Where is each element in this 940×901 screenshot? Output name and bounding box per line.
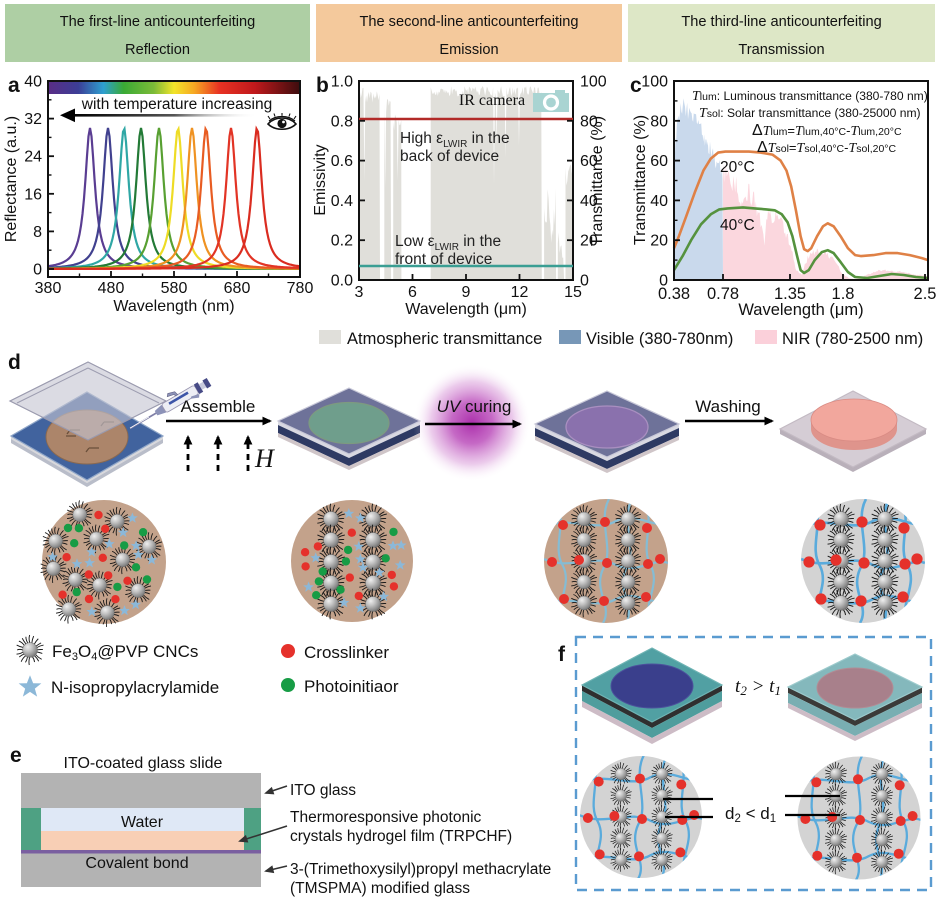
svg-text:UV curing: UV curing — [437, 397, 512, 416]
svg-text:60: 60 — [650, 153, 668, 170]
svg-text:Water: Water — [121, 814, 164, 831]
svg-text:24: 24 — [24, 149, 42, 166]
svg-text:40: 40 — [580, 193, 598, 210]
svg-text:0.78: 0.78 — [707, 285, 739, 303]
svg-text:40: 40 — [24, 74, 42, 91]
svg-text:1.0: 1.0 — [331, 74, 353, 91]
svg-text:32: 32 — [24, 111, 42, 128]
svg-text:3: 3 — [355, 284, 364, 301]
svg-text:6: 6 — [408, 284, 417, 301]
svg-text:Thermoresponsive photonic: Thermoresponsive photonic — [290, 809, 482, 826]
svg-text:3-(Trimethoxysilyl)propyl meth: 3-(Trimethoxysilyl)propyl methacrylate — [290, 861, 551, 878]
svg-text:Reflection: Reflection — [125, 42, 190, 58]
svg-text:Fe3O4@PVP CNCs: Fe3O4@PVP CNCs — [52, 642, 198, 663]
svg-text:80: 80 — [650, 113, 668, 130]
svg-text:Tsol: Solar transmittance (380: Tsol: Solar transmittance (380-25000 nm) — [699, 106, 921, 121]
svg-text:9: 9 — [462, 284, 471, 301]
svg-text:Emissivity: Emissivity — [312, 144, 329, 215]
svg-text:Low εLWIR in the: Low εLWIR in the — [395, 233, 501, 253]
svg-text:20: 20 — [650, 233, 668, 250]
svg-text:ITO glass: ITO glass — [290, 782, 356, 799]
svg-text:380: 380 — [35, 280, 62, 297]
svg-text:Wavelength (μm): Wavelength (μm) — [738, 301, 863, 319]
svg-text:NIR (780-2500 nm): NIR (780-2500 nm) — [782, 330, 923, 348]
svg-text:16: 16 — [24, 186, 42, 203]
svg-text:The third-line anticounterfeit: The third-line anticounterfeiting — [681, 14, 881, 30]
svg-text:Wavelength (nm): Wavelength (nm) — [113, 298, 234, 315]
svg-text:20: 20 — [580, 233, 598, 250]
svg-text:front of device: front of device — [395, 251, 492, 268]
svg-text:Reflectance (a.u.): Reflectance (a.u.) — [3, 116, 20, 242]
svg-text:100: 100 — [580, 74, 607, 91]
svg-text:e: e — [10, 744, 22, 767]
svg-text:8: 8 — [33, 224, 42, 241]
svg-text:back of device: back of device — [400, 148, 499, 165]
svg-text:IR camera: IR camera — [459, 92, 525, 109]
svg-text:0.0: 0.0 — [331, 273, 353, 290]
svg-text:15: 15 — [564, 284, 582, 301]
svg-text:Transmittance (%): Transmittance (%) — [632, 115, 649, 245]
svg-text:Transmittance (%): Transmittance (%) — [589, 116, 606, 246]
svg-text:N-isopropylacrylamide: N-isopropylacrylamide — [51, 678, 219, 697]
svg-text:0: 0 — [659, 273, 668, 290]
svg-text:Covalent bond: Covalent bond — [85, 855, 188, 872]
svg-text:f: f — [558, 643, 566, 666]
svg-text:t2 > t1: t2 > t1 — [735, 676, 781, 698]
svg-text:Atmospheric transmittance: Atmospheric transmittance — [347, 330, 542, 348]
svg-text:1.8: 1.8 — [832, 285, 855, 303]
svg-text:12: 12 — [511, 284, 529, 301]
svg-text:ΔTsol=Tsol,40°C-Tsol,20°C: ΔTsol=Tsol,40°C-Tsol,20°C — [757, 139, 896, 156]
svg-text:0.6: 0.6 — [331, 153, 353, 170]
svg-text:b: b — [316, 74, 329, 97]
svg-text:ITO-coated glass slide: ITO-coated glass slide — [64, 755, 223, 772]
svg-text:The first-line anticounterfeit: The first-line anticounterfeiting — [60, 14, 256, 30]
svg-text:Washing: Washing — [695, 397, 761, 416]
svg-text:Tlum: Luminous transmittance (: Tlum: Luminous transmittance (380-780 nm… — [692, 89, 928, 104]
svg-text:Emission: Emission — [439, 42, 498, 58]
svg-text:40: 40 — [650, 193, 668, 210]
svg-text:d: d — [8, 351, 21, 374]
svg-text:H: H — [254, 444, 275, 473]
svg-text:High εLWIR in the: High εLWIR in the — [400, 130, 510, 150]
svg-text:Transmission: Transmission — [738, 42, 824, 58]
svg-text:Visible (380-780nm): Visible (380-780nm) — [586, 330, 733, 348]
svg-text:20°C: 20°C — [720, 159, 755, 176]
svg-text:Assemble: Assemble — [181, 397, 256, 416]
svg-text:Crosslinker: Crosslinker — [304, 643, 389, 662]
svg-text:Wavelength (μm): Wavelength (μm) — [405, 301, 527, 318]
svg-text:d2 < d1: d2 < d1 — [725, 804, 776, 825]
svg-text:80: 80 — [580, 113, 598, 130]
svg-text:2.5: 2.5 — [914, 285, 937, 303]
svg-text:Photoinitiaor: Photoinitiaor — [304, 677, 399, 696]
svg-text:with temperature increasing: with temperature increasing — [81, 96, 272, 113]
svg-text:The second-line anticounterfei: The second-line anticounterfeiting — [359, 14, 578, 30]
svg-text:480: 480 — [98, 280, 125, 297]
svg-text:0.4: 0.4 — [331, 193, 353, 210]
svg-text:(TMSPMA) modified glass: (TMSPMA) modified glass — [290, 880, 470, 897]
svg-text:580: 580 — [161, 280, 188, 297]
svg-text:c: c — [630, 74, 642, 97]
svg-text:0.2: 0.2 — [331, 233, 353, 250]
svg-text:1.35: 1.35 — [774, 285, 806, 303]
svg-text:100: 100 — [641, 74, 668, 91]
svg-text:680: 680 — [224, 280, 251, 297]
svg-text:ΔTlum=Tlum,40°C-Tlum,20°C: ΔTlum=Tlum,40°C-Tlum,20°C — [752, 122, 902, 139]
svg-text:crystals hydrogel film (TRPCHF: crystals hydrogel film (TRPCHF) — [290, 828, 512, 845]
svg-text:0.38: 0.38 — [658, 285, 690, 303]
svg-text:a: a — [8, 74, 20, 97]
svg-text:0: 0 — [33, 262, 42, 279]
svg-text:0: 0 — [580, 273, 589, 290]
svg-text:780: 780 — [287, 280, 314, 297]
svg-text:60: 60 — [580, 153, 598, 170]
svg-text:40°C: 40°C — [720, 217, 755, 234]
svg-text:0.8: 0.8 — [331, 113, 353, 130]
